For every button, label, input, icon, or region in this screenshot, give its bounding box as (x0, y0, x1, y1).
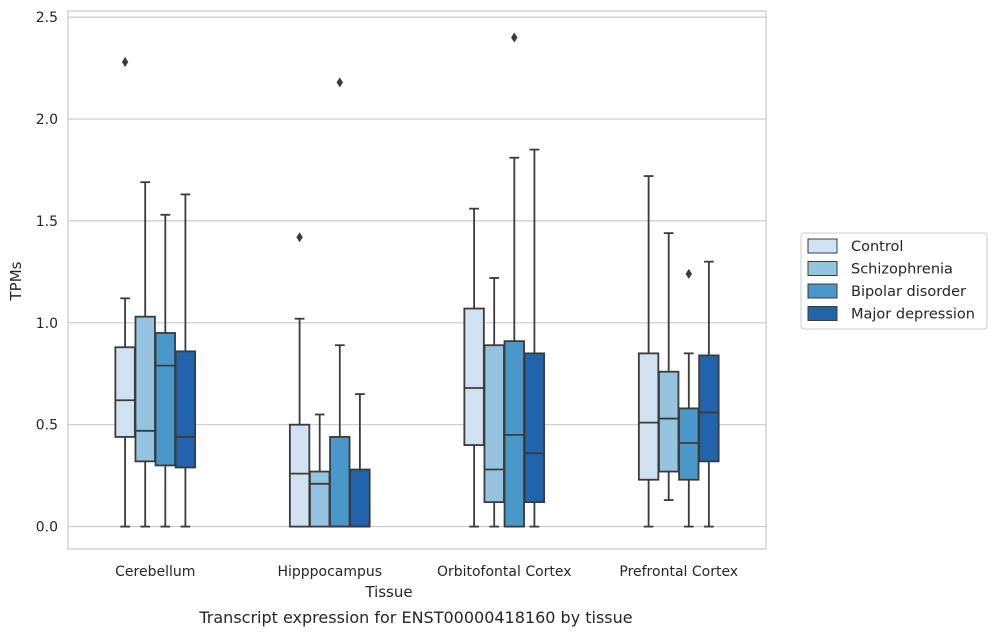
plot-area-frame (67, 10, 767, 550)
legend-swatch (807, 283, 838, 299)
box-major-depression (349, 393, 371, 528)
iqr-box (698, 354, 720, 463)
iqr-box (154, 332, 176, 467)
legend-label: Bipolar disorder (851, 284, 966, 300)
box-control (637, 175, 660, 528)
legend-swatch (807, 306, 838, 321)
y-tick-label: 2.0 (36, 112, 58, 128)
boxes (114, 32, 720, 528)
box-control (288, 232, 311, 528)
x-tick-label: Orbitofontal Cortex (437, 564, 572, 580)
x-axis-ticks: Cerebellum Hipppocampus Orbitofontal Corte… (115, 564, 738, 580)
y-axis-ticks: 0.0 0.5 1.0 1.5 2.0 2.5 (36, 10, 58, 535)
iqr-box (523, 352, 546, 504)
box-schizophrenia (309, 413, 331, 528)
legend-label: Schizophrenia (851, 262, 953, 278)
outlier-marker (511, 32, 518, 43)
box-schizophrenia (658, 232, 680, 501)
iqr-box (329, 436, 351, 528)
box-schizophrenia (483, 277, 505, 528)
x-tick-label: Prefrontal Cortex (619, 564, 738, 580)
box-bipolar-disorder (678, 268, 700, 528)
outlier-marker (685, 268, 692, 279)
iqr-box (174, 350, 197, 469)
iqr-box (503, 340, 525, 528)
box-major-depression (698, 260, 720, 528)
iqr-box (463, 307, 485, 446)
legend-label: Major depression (851, 307, 975, 323)
outlier-marker (336, 77, 343, 88)
y-tick-label: 1.0 (36, 316, 58, 332)
y-tick-label: 2.5 (36, 10, 58, 26)
x-axis-label: Tissue (364, 583, 412, 601)
x-tick-label: Cerebellum (115, 564, 195, 580)
legend: Control Schizophrenia Bipolar disorder Majo… (800, 232, 988, 330)
iqr-box (114, 346, 136, 438)
iqr-box (678, 407, 700, 481)
outlier-marker (121, 56, 129, 67)
y-tick-label: 0.0 (36, 520, 58, 536)
iqr-box (349, 468, 371, 528)
legend-swatch (807, 261, 838, 276)
iqr-box (288, 423, 311, 528)
box-bipolar-disorder (154, 213, 176, 528)
y-tick-label: 1.5 (36, 214, 58, 230)
box-control (463, 207, 485, 528)
box-major-depression (174, 193, 197, 528)
iqr-box (637, 352, 660, 481)
box-bipolar-disorder (503, 32, 525, 528)
y-axis-label: TPMs (7, 261, 25, 301)
legend-label: Control (851, 239, 903, 255)
box-major-depression (523, 148, 546, 528)
box-bipolar-disorder (329, 77, 351, 528)
iqr-box (483, 344, 505, 504)
outlier-marker (296, 232, 303, 243)
legend-swatch (807, 238, 838, 254)
x-tick-label: Hipppocampus (277, 564, 382, 580)
iqr-box (309, 470, 331, 528)
chart-caption: Transcript expression for ENST0000041816… (198, 608, 632, 627)
iqr-box (134, 315, 156, 463)
box-control (114, 56, 136, 528)
iqr-box (658, 370, 680, 473)
box-schizophrenia (134, 181, 156, 528)
y-tick-label: 0.5 (36, 418, 58, 434)
legend-frame (800, 232, 988, 330)
